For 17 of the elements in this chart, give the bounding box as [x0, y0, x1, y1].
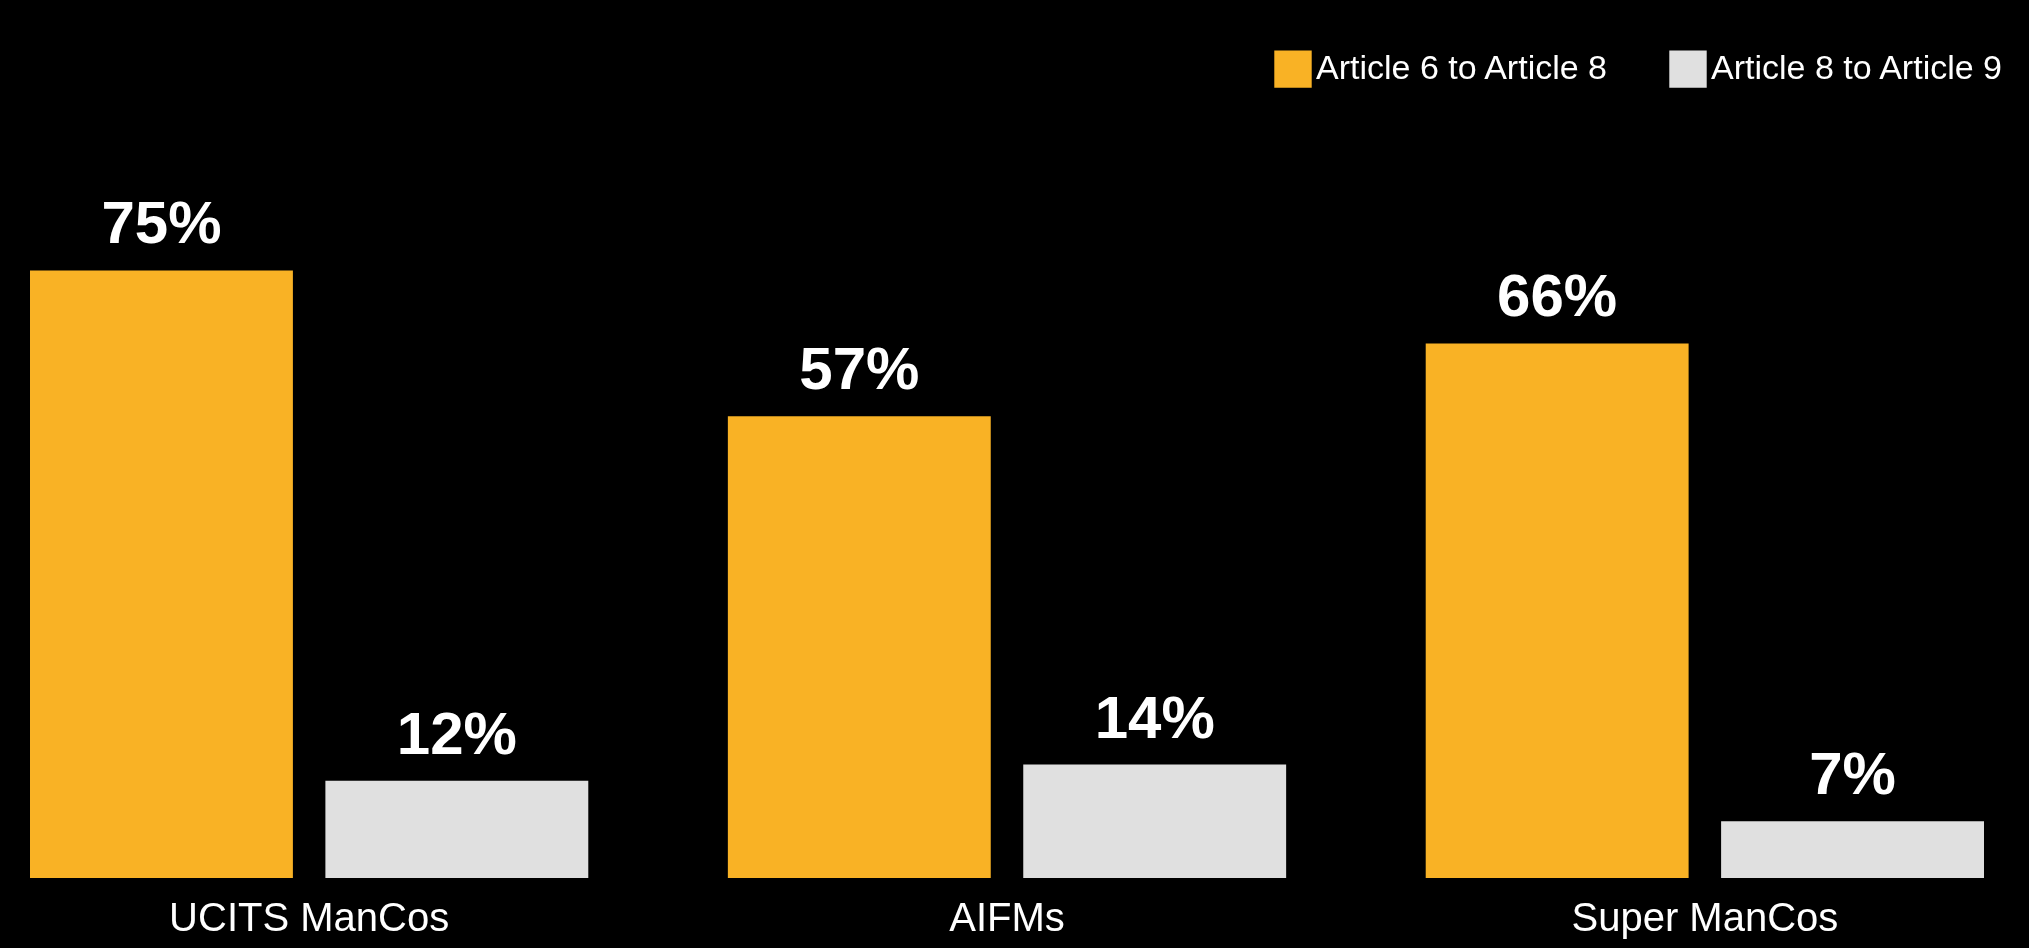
legend-label: Article 6 to Article 8	[1316, 48, 1608, 87]
data-label: 66%	[1497, 262, 1618, 330]
bar	[325, 780, 589, 878]
x-tick-label: Super ManCos	[1571, 894, 1839, 939]
data-label: 12%	[396, 699, 517, 767]
bar	[30, 270, 293, 878]
data-label: 14%	[1094, 683, 1215, 751]
bar	[1023, 764, 1287, 878]
data-label: 7%	[1809, 740, 1896, 808]
bar	[1425, 343, 1689, 878]
bar	[727, 416, 991, 878]
x-tick-label: UCITS ManCos	[169, 894, 450, 939]
bar	[1721, 821, 1984, 878]
data-label: 57%	[799, 335, 920, 403]
legend-label: Article 8 to Article 9	[1711, 48, 2003, 87]
data-label: 75%	[101, 189, 222, 257]
x-tick-label: AIFMs	[949, 894, 1065, 939]
